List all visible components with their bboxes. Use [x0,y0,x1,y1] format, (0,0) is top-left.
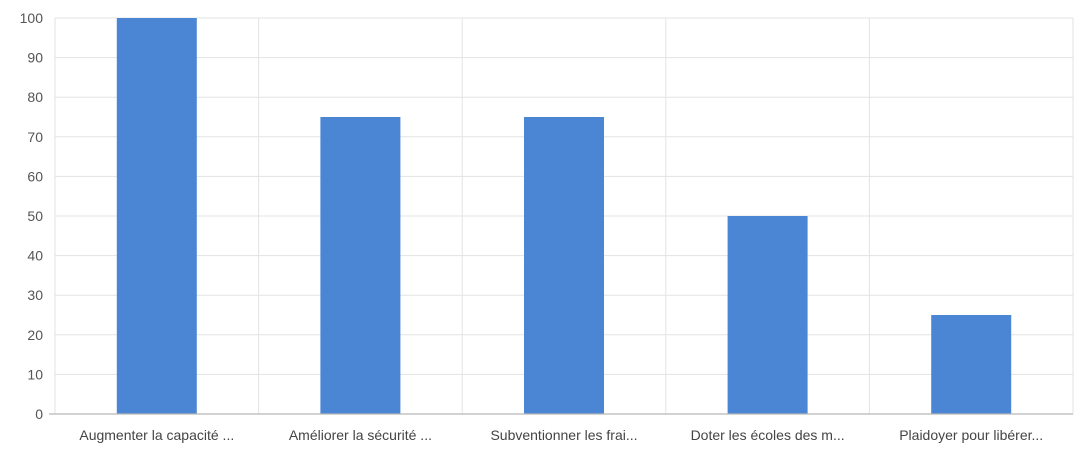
bar[interactable] [116,18,197,414]
bar[interactable] [727,216,808,414]
y-tick-label: 10 [27,366,43,382]
x-tick-label: Subventionner les frai... [490,427,637,443]
y-tick-label: 0 [35,406,43,422]
x-tick-label: Doter les écoles des m... [691,427,845,443]
y-tick-label: 70 [27,129,43,145]
bar[interactable] [931,315,1012,414]
y-tick-label: 30 [27,287,43,303]
x-tick-label: Augmenter la capacité ... [79,427,234,443]
y-tick-label: 60 [27,168,43,184]
bar[interactable] [320,117,401,414]
bar[interactable] [524,117,604,414]
y-tick-label: 40 [27,248,43,264]
x-tick-label: Améliorer la sécurité ... [289,427,432,443]
y-tick-label: 100 [20,10,44,26]
x-tick-label: Plaidoyer pour libérer... [899,427,1043,443]
y-tick-label: 90 [27,50,43,66]
y-tick-label: 80 [27,89,43,105]
y-tick-label: 20 [27,327,43,343]
y-tick-label: 50 [27,208,43,224]
